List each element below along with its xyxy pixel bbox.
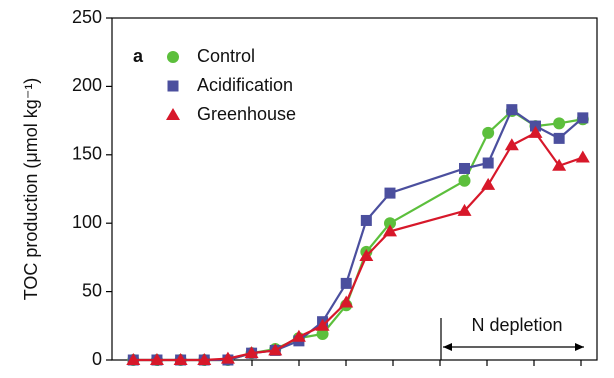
marker: [553, 117, 566, 130]
legend-label: Control: [197, 46, 255, 66]
marker: [359, 249, 374, 262]
marker: [504, 138, 519, 151]
marker: [458, 174, 471, 187]
marker: [481, 177, 496, 190]
legend-marker: [167, 80, 179, 92]
marker: [553, 132, 565, 144]
marker: [340, 277, 352, 289]
y-tick-label: 150: [72, 144, 102, 164]
marker: [457, 203, 472, 216]
y-axis-label: TOC production (μmol kg⁻¹): [21, 78, 41, 301]
marker: [383, 217, 396, 230]
marker: [528, 125, 543, 138]
marker: [552, 158, 567, 171]
panel-label: a: [133, 46, 144, 66]
marker: [482, 157, 494, 169]
y-tick-label: 0: [92, 349, 102, 369]
marker: [459, 162, 471, 174]
marker: [382, 224, 397, 237]
marker: [360, 214, 372, 226]
y-tick-label: 100: [72, 212, 102, 232]
marker: [173, 353, 188, 365]
legend-label: Acidification: [197, 75, 293, 95]
marker: [149, 353, 164, 365]
marker: [506, 104, 518, 116]
marker: [315, 318, 330, 331]
legend-label: Greenhouse: [197, 104, 296, 124]
marker: [384, 187, 396, 199]
y-tick-label: 200: [72, 75, 102, 95]
marker: [291, 329, 306, 342]
marker: [244, 346, 259, 359]
y-tick-label: 50: [82, 280, 102, 300]
marker: [268, 343, 283, 356]
marker: [126, 353, 141, 365]
n-depletion-annotation: N depletion: [440, 315, 584, 360]
y-tick-label: 250: [72, 7, 102, 27]
legend-marker: [166, 108, 180, 120]
marker: [577, 112, 589, 124]
marker: [316, 328, 329, 341]
legend-marker: [167, 51, 179, 63]
annotation-text: N depletion: [471, 315, 562, 335]
marker: [220, 351, 235, 364]
marker: [339, 295, 354, 308]
marker: [575, 150, 590, 163]
plot-frame: [111, 17, 598, 361]
marker: [482, 126, 495, 139]
marker: [197, 353, 212, 365]
